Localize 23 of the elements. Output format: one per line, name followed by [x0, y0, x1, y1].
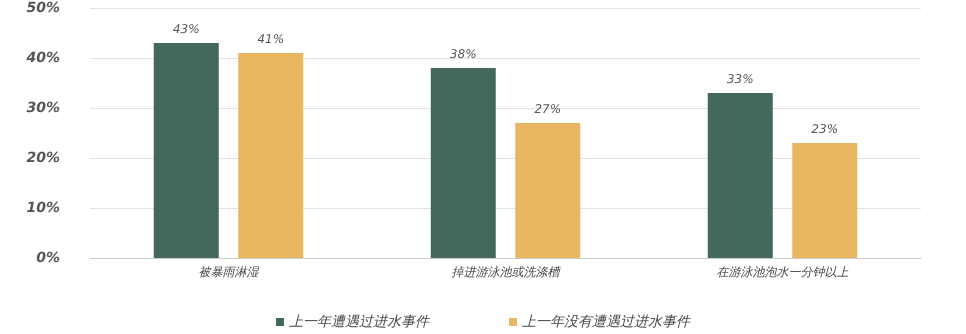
y-tick-label: 10% — [26, 200, 60, 216]
y-tick-label: 50% — [26, 0, 60, 16]
y-tick-label: 40% — [25, 50, 60, 66]
y-tick-label: 30% — [26, 100, 60, 116]
legend-label: 上一年没有遭遇过进水事件 — [522, 314, 691, 330]
x-tick-label: 掉进游泳池或洗涤槽 — [452, 265, 562, 279]
bar — [708, 93, 773, 258]
data-label: 43% — [172, 22, 200, 36]
data-label: 38% — [450, 47, 477, 61]
data-label: 33% — [726, 72, 754, 86]
data-label: 41% — [257, 32, 284, 46]
data-label: 23% — [811, 122, 838, 136]
bar — [515, 123, 580, 258]
x-tick-label: 被暴雨淋湿 — [198, 265, 260, 279]
bar — [154, 43, 219, 258]
bar — [238, 53, 304, 258]
data-label: 27% — [534, 102, 562, 116]
y-tick-label: 0% — [36, 250, 60, 266]
x-tick-label: 在游泳池泡水一分钟以上 — [716, 265, 848, 279]
y-tick-label: 20% — [26, 150, 60, 166]
legend-label: 上一年遭遇过进水事件 — [289, 314, 430, 330]
bar — [792, 143, 858, 258]
bar — [430, 68, 496, 258]
